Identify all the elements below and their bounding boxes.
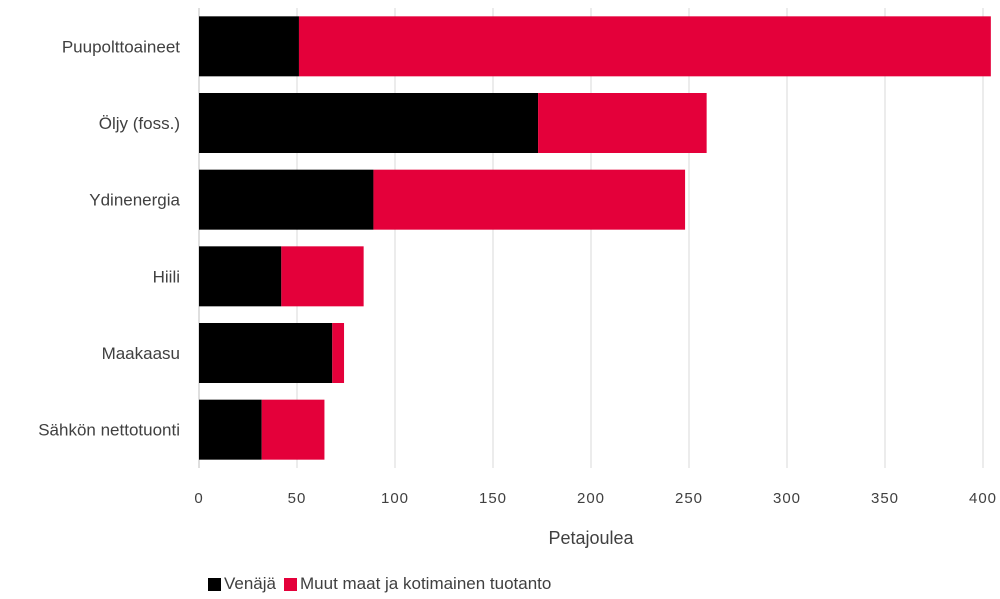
bars xyxy=(199,16,991,460)
x-axis-title: Petajoulea xyxy=(548,528,634,548)
bar-segment-other xyxy=(298,16,991,77)
category-label: Maakaasu xyxy=(102,344,180,363)
bar-segment-other xyxy=(373,169,686,230)
legend-label-other: Muut maat ja kotimainen tuotanto xyxy=(300,574,552,593)
bar-segment-russia xyxy=(199,323,333,383)
category-label: Ydinenergia xyxy=(89,191,180,210)
legend-item-other: Muut maat ja kotimainen tuotanto xyxy=(284,574,551,594)
bar-segment-russia xyxy=(199,16,299,77)
bar-segment-other xyxy=(538,93,707,153)
bar-segment-russia xyxy=(199,246,282,307)
legend-swatch-other xyxy=(284,577,297,591)
category-label: Hiili xyxy=(153,267,180,286)
bar-segment-other xyxy=(332,323,345,383)
gridlines xyxy=(198,8,984,468)
category-label: Öljy (foss.) xyxy=(99,114,180,133)
legend-swatch-russia xyxy=(208,577,221,591)
x-tick-label: 150 xyxy=(479,490,507,507)
x-tick-label: 400 xyxy=(969,490,997,507)
x-tick-label: 100 xyxy=(381,490,409,507)
category-labels: Puupolttoaineet Öljy (foss.) Ydinenergia Hi… xyxy=(38,37,180,439)
x-tick-label: 300 xyxy=(773,490,801,507)
legend-label-russia: Venäjä xyxy=(224,574,276,593)
category-label: Puupolttoaineet xyxy=(62,37,180,56)
category-label: Sähkön nettotuonti xyxy=(38,421,180,440)
legend-item-russia: Venäjä xyxy=(208,574,276,594)
bar-segment-russia xyxy=(199,169,374,230)
x-tick-label: 0 xyxy=(194,490,203,507)
x-tick-label: 250 xyxy=(675,490,703,507)
bar-segment-russia xyxy=(199,399,262,460)
x-tick-label: 350 xyxy=(871,490,899,507)
x-tick-label: 200 xyxy=(577,490,605,507)
bar-segment-other xyxy=(281,246,364,307)
x-tick-labels: 0 50 100 150 200 250 300 350 400 xyxy=(194,490,997,507)
bar-segment-russia xyxy=(199,93,539,153)
legend: Venäjä Muut maat ja kotimainen tuotanto xyxy=(208,574,559,594)
bar-segment-other xyxy=(261,399,325,460)
x-tick-label: 50 xyxy=(288,490,307,507)
